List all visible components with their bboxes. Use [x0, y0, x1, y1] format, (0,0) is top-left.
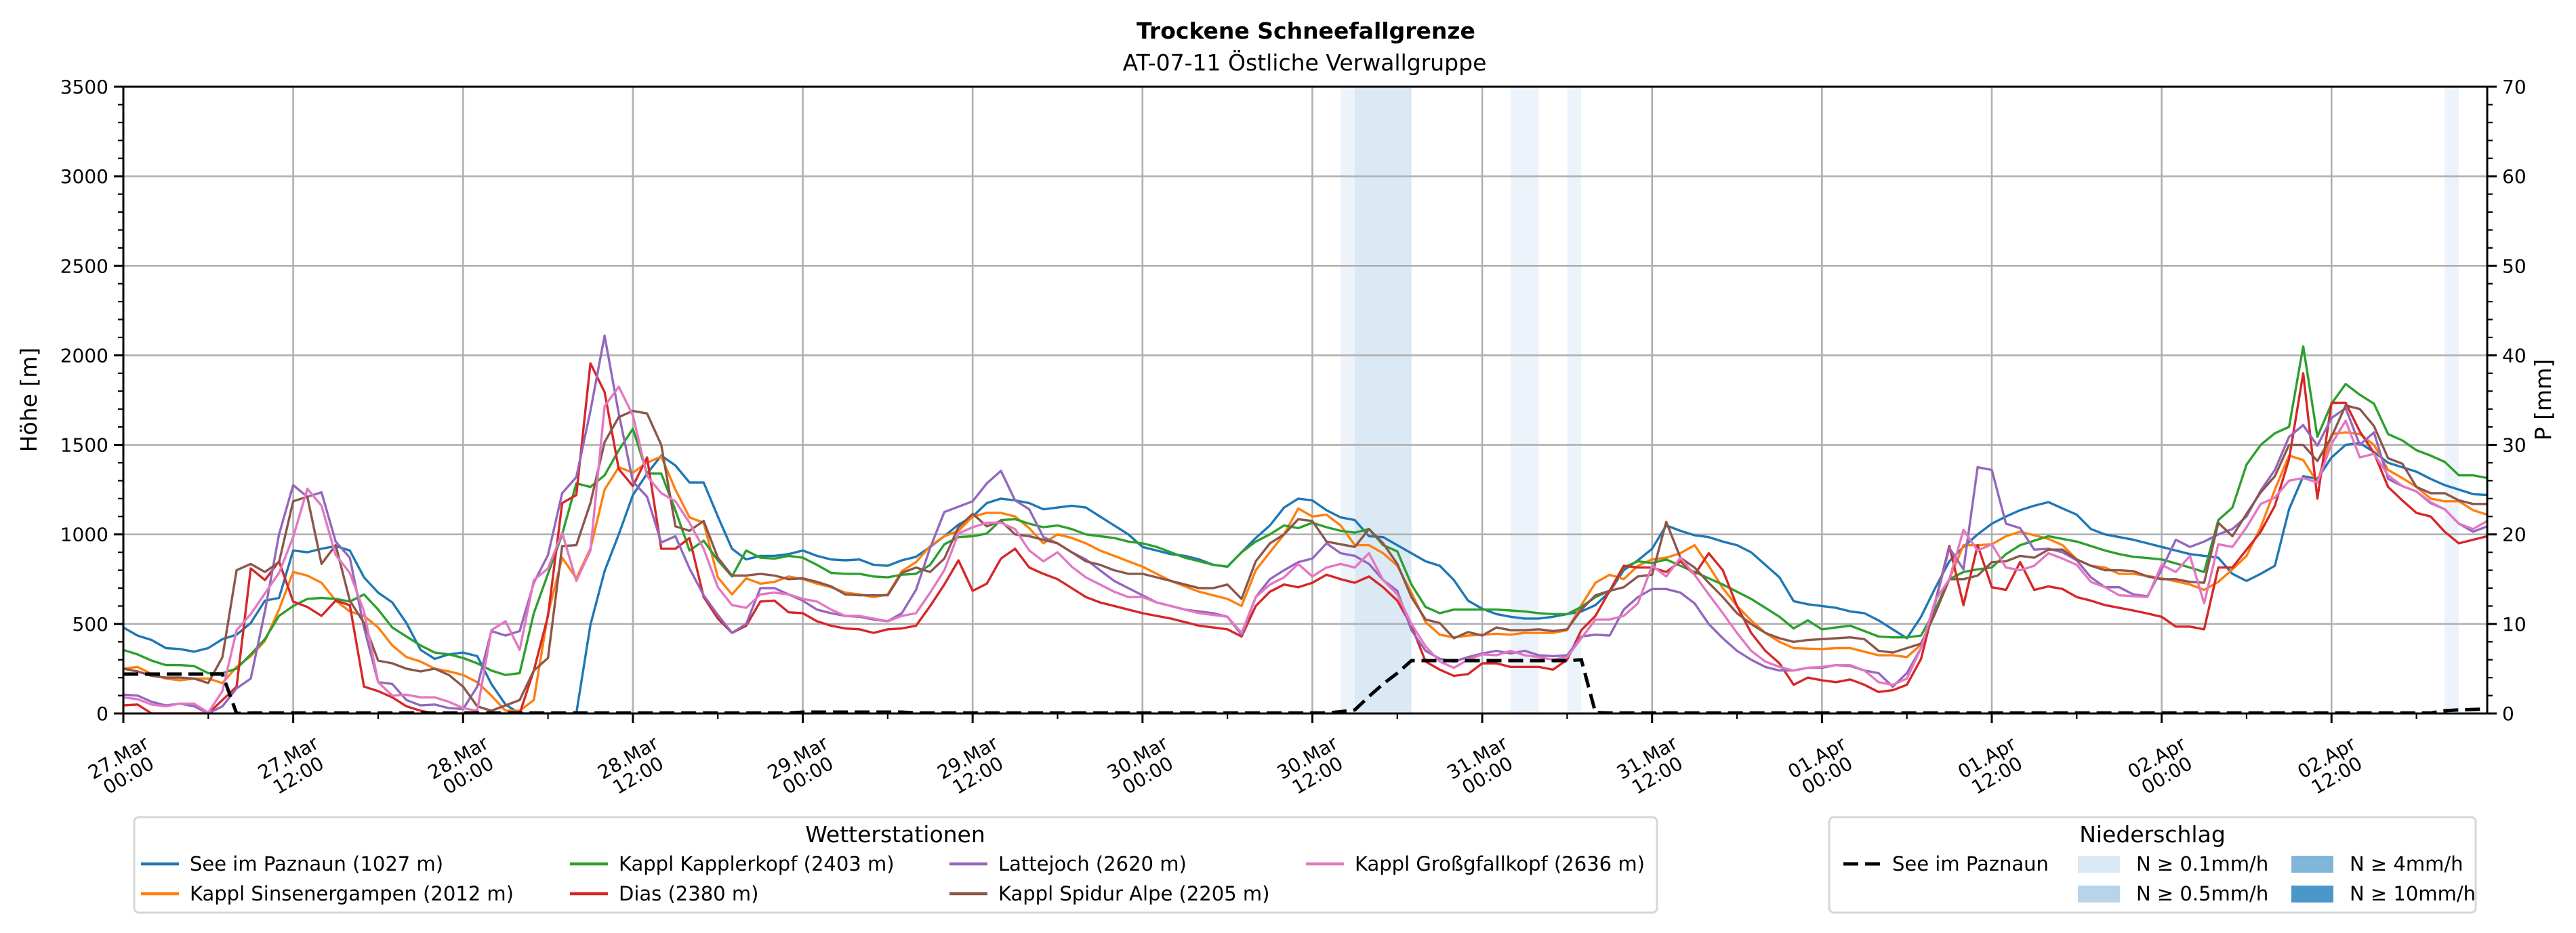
- gridlines: [123, 87, 2487, 713]
- y2-tick-label: 10: [2502, 613, 2527, 636]
- legend-label: Kappl Spidur Alpe (2205 m): [998, 882, 1269, 905]
- legend-stations-frame: [133, 816, 1658, 914]
- legend-label: Lattejoch (2620 m): [998, 852, 1187, 875]
- series-line-kappl-kapplerkopf-2403-m: [123, 345, 2487, 676]
- precip-band: [1341, 87, 1355, 713]
- legend-item-lattejoch-2620-m: Lattejoch (2620 m): [949, 852, 1187, 875]
- precip-band: [2445, 87, 2459, 713]
- legend-patch: [2291, 856, 2333, 873]
- y2-tick-label: 20: [2502, 524, 2527, 546]
- legend-patch: [2291, 886, 2333, 903]
- series-line-lattejoch-2620-m: [123, 334, 2487, 713]
- y2-axis-label: P [mm]: [2530, 359, 2556, 440]
- legend-item-kappl-kapplerkopf-2403-m: Kappl Kapplerkopf (2403 m): [570, 852, 895, 875]
- y-tick-label: 1500: [60, 434, 108, 457]
- precip-band: [1510, 87, 1539, 713]
- legend-label: N ≥ 10mm/h: [2350, 882, 2476, 905]
- legend-item-kappl-spidur-alpe-2205-m: Kappl Spidur Alpe (2205 m): [949, 882, 1269, 905]
- y-tick-label: 3000: [60, 165, 108, 188]
- legend-label: Kappl Kapplerkopf (2403 m): [619, 852, 895, 875]
- precip-band: [1355, 87, 1412, 713]
- chart-title: Trockene Schneefallgrenze: [1137, 18, 1475, 44]
- y-axis-label: Höhe [m]: [16, 348, 42, 453]
- legend-precip-line-label: See im Paznaun: [1892, 852, 2049, 875]
- legend-label: N ≥ 0.1mm/h: [2136, 852, 2268, 875]
- legend-patch: [2078, 886, 2120, 903]
- chart-subtitle: AT-07-11 Östliche Verwallgruppe: [1123, 49, 1487, 76]
- legend-item-precip-0-5: N ≥ 0.5mm/h: [2078, 882, 2268, 905]
- legend-item-precip-10: N ≥ 10mm/h: [2291, 882, 2476, 905]
- legend-item-kappl-grossgfallkopf-2636-m: Kappl Großgfallkopf (2636 m): [1306, 852, 1645, 875]
- y2-tick-label: 50: [2502, 255, 2527, 277]
- y2-tick-label: 40: [2502, 344, 2527, 367]
- y-tick-label: 500: [73, 613, 108, 636]
- legend-item-kappl-sinsenergampen-2012-m: Kappl Sinsenergampen (2012 m): [141, 882, 514, 905]
- legend-item-precip-0-1: N ≥ 0.1mm/h: [2078, 852, 2268, 875]
- legend-label: See im Paznaun (1027 m): [190, 852, 443, 875]
- y-tick-label: 2500: [60, 255, 108, 277]
- plot-frame: [122, 85, 2489, 715]
- y-tick-label: 2000: [60, 344, 108, 367]
- y-tick-label: 1000: [60, 524, 108, 546]
- legend-label: N ≥ 0.5mm/h: [2136, 882, 2268, 905]
- legend-stations-title: Wetterstationen: [805, 821, 985, 848]
- legend-label: Kappl Großgfallkopf (2636 m): [1355, 852, 1645, 875]
- legend-label: Dias (2380 m): [619, 882, 758, 905]
- y2-tick-label: 30: [2502, 434, 2527, 457]
- series-line-dias-2380-m: [123, 362, 2487, 713]
- legend-stations: Wetterstationen See im Paznaun (1027 m) K…: [133, 816, 1658, 914]
- y-tick-label: 0: [96, 703, 108, 725]
- legend-item-precip-4: N ≥ 4mm/h: [2291, 852, 2463, 875]
- y2-tick-label: 0: [2502, 703, 2514, 725]
- series-line-kappl-spidur-alpe-2205-m: [123, 404, 2487, 712]
- y-tick-label: 3500: [60, 76, 108, 98]
- axes: 0 500 1000 1500 2000 2500 3000 3500 0 10 20 30 40 50 6…: [60, 76, 2527, 725]
- y2-tick-label: 60: [2502, 165, 2527, 188]
- legend-precip-title: Niederschlag: [2079, 821, 2226, 848]
- y2-tick-label: 70: [2502, 76, 2527, 98]
- legend-patch: [2078, 856, 2120, 873]
- legend-item-dias-2380-m: Dias (2380 m): [570, 882, 758, 905]
- legend-label: N ≥ 4mm/h: [2350, 852, 2463, 875]
- legend-precip: Niederschlag See im Paznaun N ≥ 0.1mm/h N…: [1828, 816, 2477, 914]
- legend-item-see-im-paznaun-1027-m: See im Paznaun (1027 m): [141, 852, 443, 875]
- legend-label: Kappl Sinsenergampen (2012 m): [190, 882, 514, 905]
- series-line-kappl-grossgfallkopf-2636-m: [123, 386, 2487, 713]
- precip-band: [1567, 87, 1582, 713]
